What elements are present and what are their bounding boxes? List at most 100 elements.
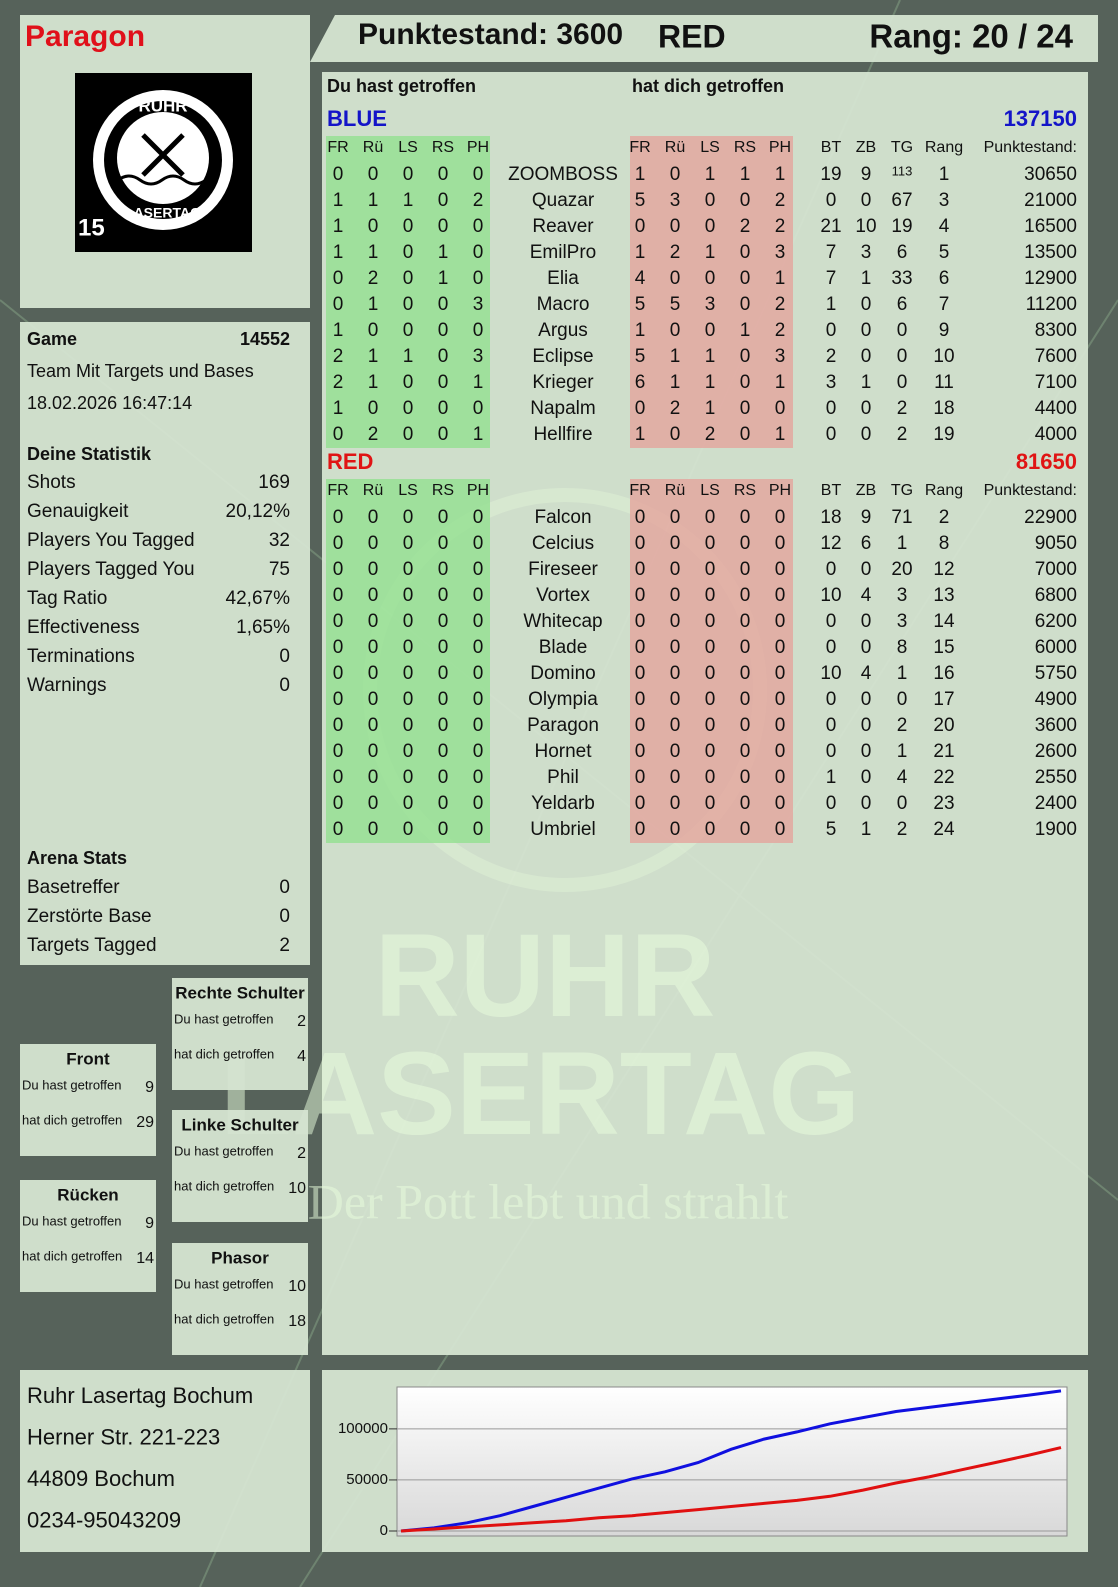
table-cell: 8 (897, 637, 908, 658)
table-cell: 0 (403, 242, 414, 263)
table-cell: 3600 (1035, 715, 1077, 736)
table-cell: 0 (861, 689, 872, 710)
zone-label: Du hast getroffen (174, 1276, 274, 1291)
table-cell: 0 (333, 637, 344, 658)
column-header: LS (398, 139, 418, 156)
table-cell: 0 (897, 689, 908, 710)
table-cell: 0 (333, 424, 344, 445)
table-cell: 0 (438, 372, 449, 393)
table-cell: 0 (775, 689, 786, 710)
table-cell: 6 (897, 242, 908, 263)
table-cell: 0 (368, 216, 379, 237)
table-cell: 0 (861, 190, 872, 211)
table-cell: 0 (368, 611, 379, 632)
table-cell: 24 (933, 819, 955, 840)
game-mode: Team Mit Targets und Bases (27, 361, 254, 381)
table-cell: 0 (826, 559, 837, 580)
player-name-cell: Argus (538, 320, 588, 341)
table-cell: 0 (740, 268, 751, 289)
table-cell: 0 (670, 216, 681, 237)
hit-bg (326, 136, 490, 448)
table-cell: 0 (740, 346, 751, 367)
table-cell: 0 (861, 715, 872, 736)
player-name-cell: Elia (547, 268, 579, 289)
team-total: 137150 (1004, 106, 1077, 131)
table-cell: 0 (403, 715, 414, 736)
zone-value: 29 (136, 1114, 154, 1131)
column-header: RS (432, 482, 454, 499)
table-cell: 0 (438, 741, 449, 762)
table-cell: 0 (368, 793, 379, 814)
table-cell: 0 (861, 611, 872, 632)
stat-value: 42,67% (226, 588, 291, 609)
table-cell: 0 (438, 320, 449, 341)
table-cell: 0 (705, 533, 716, 554)
table-cell: 16500 (1024, 216, 1077, 237)
table-cell: 0 (403, 398, 414, 419)
table-cell: 0 (670, 559, 681, 580)
table-cell: 0 (775, 637, 786, 658)
table-cell: 1 (775, 164, 786, 185)
column-header: Punktestand: (984, 139, 1077, 156)
player-name-cell: Reaver (532, 216, 594, 237)
table-cell: 3 (861, 242, 872, 263)
zone-label: hat dich getroffen (22, 1112, 122, 1127)
logo: RUHR LASERTAG 15 (75, 73, 252, 252)
stat-value: 32 (269, 530, 290, 551)
column-header: PH (769, 482, 791, 499)
column-header: RS (432, 139, 454, 156)
table-cell: 0 (740, 585, 751, 606)
table-cell: 0 (705, 767, 716, 788)
zone-label: Du hast getroffen (22, 1213, 122, 1228)
table-cell: 0 (333, 793, 344, 814)
table-cell: 1 (897, 741, 908, 762)
zone-box (20, 1044, 156, 1156)
game-date: 18.02.2026 16:47:14 (27, 393, 192, 413)
table-cell: 0 (333, 741, 344, 762)
table-cell: 9050 (1035, 533, 1077, 554)
column-header: Punktestand: (984, 482, 1077, 499)
table-cell: 2400 (1035, 793, 1077, 814)
table-cell: 0 (473, 533, 484, 554)
table-cell: 0 (403, 689, 414, 710)
table-cell: 0 (826, 715, 837, 736)
player-name-cell: EmilPro (530, 242, 597, 263)
column-header: LS (398, 482, 418, 499)
game-id: 14552 (240, 329, 290, 349)
table-cell: 0 (333, 507, 344, 528)
table-cell: 0 (775, 767, 786, 788)
table-cell: 0 (740, 793, 751, 814)
table-cell: 0 (438, 559, 449, 580)
player-name-cell: Whitecap (523, 611, 602, 632)
stat-value: 20,12% (226, 501, 291, 522)
table-cell: 1 (775, 372, 786, 393)
stat-label: Genauigkeit (27, 501, 129, 522)
table-cell: 1 (705, 346, 716, 367)
table-cell: 0 (705, 689, 716, 710)
table-cell: 0 (333, 715, 344, 736)
hit-label: Du hast getroffen (327, 76, 476, 96)
table-cell: 0 (368, 507, 379, 528)
table-cell: 5 (826, 819, 837, 840)
table-cell: 0 (670, 663, 681, 684)
player-name-cell: Blade (539, 637, 588, 658)
table-cell: 2 (333, 372, 344, 393)
player-name-cell: Hornet (534, 741, 592, 762)
table-cell: 5 (939, 242, 950, 263)
table-cell: 0 (368, 637, 379, 658)
watermark-line2: LASERTAG (220, 1028, 860, 1160)
player-name-cell: Celcius (532, 533, 594, 554)
table-cell: 1 (635, 320, 646, 341)
table-cell: 4000 (1035, 424, 1077, 445)
table-cell: 0 (740, 242, 751, 263)
address-line: Herner Str. 221-223 (27, 1424, 220, 1449)
table-cell: 20 (933, 715, 954, 736)
table-cell: 0 (438, 663, 449, 684)
table-cell: 0 (826, 611, 837, 632)
table-cell: 2 (897, 819, 908, 840)
zone-label: Du hast getroffen (174, 1011, 274, 1026)
table-cell: 0 (635, 216, 646, 237)
team-total: 81650 (1016, 449, 1077, 474)
table-cell: 20 (891, 559, 912, 580)
stat-value: 1,65% (236, 617, 290, 638)
